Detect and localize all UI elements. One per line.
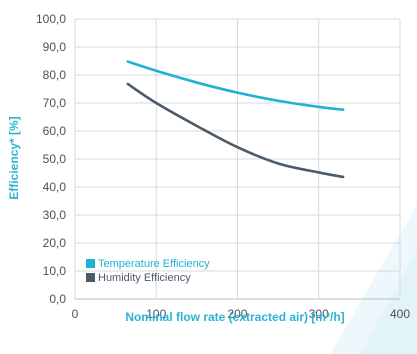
y-tick-label: 30,0 [43, 208, 67, 222]
y-tick-label: 10,0 [43, 264, 67, 278]
x-tick-label: 100 [146, 307, 166, 321]
x-axis-title: Nominal flow rate (extracted air) [m³/h] [125, 310, 344, 324]
y-tick-label: 0,0 [49, 292, 66, 306]
y-tick-label: 20,0 [43, 236, 67, 250]
temperature-efficiency-line [126, 60, 345, 112]
y-tick-label: 60,0 [43, 124, 67, 138]
grid-layer [74, 18, 401, 300]
y-tick-label: 80,0 [43, 68, 67, 82]
x-tick-label: 200 [227, 307, 247, 321]
y-tick-label: 100,0 [36, 12, 66, 26]
humidity-efficiency-line [126, 82, 345, 179]
x-tick-label: 300 [309, 307, 329, 321]
legend: Temperature Efficiency Humidity Efficien… [86, 258, 210, 284]
x-tick-label: 400 [390, 307, 410, 321]
y-tick-label: 50,0 [43, 152, 67, 166]
legend-swatch-temperature [86, 259, 95, 268]
y-tick-label: 40,0 [43, 180, 67, 194]
y-axis-title: Efficiency* [%] [7, 116, 21, 199]
legend-swatch-humidity [86, 273, 95, 282]
axis-layer: 0,0 10,0 20,0 30,0 40,0 50,0 60,0 70,0 80,0 90,0 1… [36, 12, 410, 321]
legend-label-humidity: Humidity Efficiency [98, 272, 191, 284]
legend-label-temperature: Temperature Efficiency [98, 258, 210, 270]
decorative-background-shape-inner [360, 250, 417, 354]
x-tick-label: 0 [72, 307, 79, 321]
y-tick-label: 90,0 [43, 40, 67, 54]
series-layer [126, 60, 345, 179]
y-tick-label: 70,0 [43, 96, 67, 110]
